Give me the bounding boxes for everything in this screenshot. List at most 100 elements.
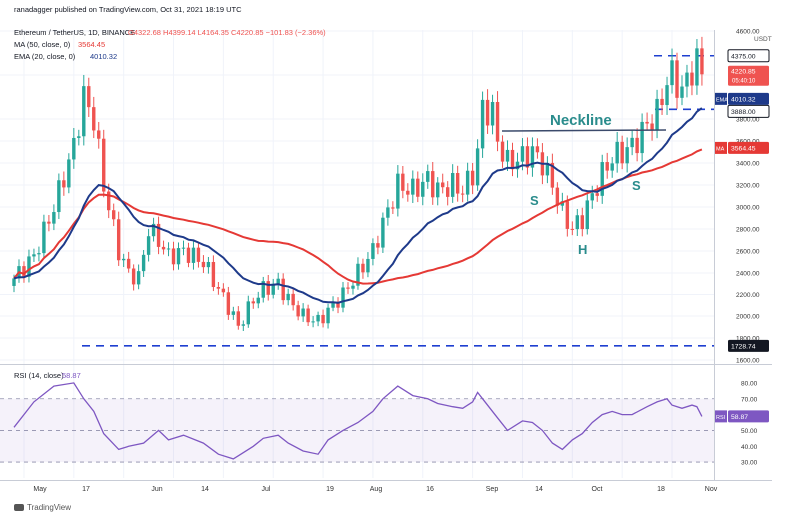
candle: [655, 89, 659, 139]
legend-rsi-value: 58.87: [62, 371, 81, 380]
candle-body: [181, 247, 186, 249]
candle-body: [326, 307, 330, 324]
time-tick: 19: [326, 486, 334, 493]
candle-body: [191, 247, 196, 263]
candle: [311, 316, 315, 328]
candle-body: [426, 171, 430, 182]
candle-body: [156, 223, 161, 247]
candle-body: [112, 210, 116, 220]
candle: [32, 248, 36, 262]
time-tick: 14: [201, 486, 209, 493]
candle-body: [116, 219, 121, 261]
candle-body: [565, 201, 570, 229]
currency-label: USDT: [754, 36, 772, 43]
candle-body: [256, 297, 260, 304]
candle: [42, 214, 46, 258]
candle-body: [645, 121, 649, 124]
candle-body: [391, 207, 395, 209]
candle-body: [675, 60, 679, 98]
time-tick: Oct: [592, 486, 603, 493]
last-price-box: [728, 65, 769, 86]
candle-body: [680, 86, 684, 98]
support-badge-text: 1728.74: [731, 343, 756, 350]
time-tick: Jun: [151, 486, 162, 493]
candle: [545, 156, 550, 184]
candle: [356, 257, 360, 290]
candle-body: [575, 215, 580, 230]
candle: [505, 140, 510, 171]
candle: [116, 211, 121, 266]
candle: [500, 135, 505, 168]
candle: [236, 306, 241, 330]
candle: [146, 228, 151, 262]
candle: [316, 311, 320, 327]
candle-body: [107, 191, 111, 211]
candle: [625, 137, 629, 173]
candle: [191, 240, 196, 270]
candle-body: [635, 137, 639, 154]
legend-ohlc: O4322.68 H4399.14 L4164.35 C4220.85 −101…: [128, 28, 326, 37]
grid: [0, 30, 714, 478]
candle: [196, 243, 201, 268]
candle-body: [490, 101, 495, 126]
candle: [660, 88, 664, 115]
candle: [211, 255, 216, 292]
candle: [77, 129, 81, 146]
candle-body: [296, 305, 300, 317]
candle: [411, 170, 415, 204]
candle: [695, 39, 699, 95]
candle-body: [301, 308, 305, 317]
candle-body: [161, 246, 166, 250]
candle-body: [266, 281, 270, 295]
candle-body: [346, 287, 350, 289]
candle: [416, 171, 420, 203]
candle-body: [311, 321, 315, 323]
ema-badge-tag-box: [715, 92, 727, 105]
candle-body: [700, 48, 704, 75]
candle: [645, 112, 649, 131]
candle: [261, 276, 265, 303]
candle: [47, 214, 51, 232]
candle: [495, 91, 500, 152]
candle-body: [361, 263, 365, 273]
candle-body: [695, 48, 699, 86]
candle: [201, 255, 206, 273]
watermark: TradingView: [14, 503, 71, 512]
price-tick: 1600.00: [736, 358, 760, 365]
rsi-badge-tag-box: [715, 410, 727, 423]
price-tick: 2400.00: [736, 271, 760, 278]
candle-body: [236, 311, 241, 326]
candle: [52, 204, 56, 231]
candle-body: [535, 146, 540, 153]
candle-body: [22, 266, 26, 277]
candle: [396, 165, 400, 217]
ema-badge-tag: EMA: [716, 97, 728, 103]
candle: [181, 240, 186, 256]
candle-body: [196, 247, 201, 262]
price-tick: 4600.00: [736, 29, 760, 36]
candle-body: [151, 223, 156, 237]
candle: [605, 152, 609, 179]
candle-body: [146, 236, 151, 255]
resistance-badge-text: 4375.00: [731, 53, 756, 60]
candle-body: [665, 85, 669, 106]
candle-body: [77, 136, 81, 138]
rsi-badge: 58.87 RSI: [715, 410, 769, 423]
candle-body: [386, 207, 390, 218]
candle: [266, 274, 270, 301]
price-tick: 1800.00: [736, 336, 760, 343]
candle-body: [87, 86, 91, 108]
candle: [650, 114, 654, 141]
candle-body: [121, 258, 126, 261]
ma-badge: 3564.45 MA: [715, 141, 769, 154]
candle-body: [650, 123, 654, 131]
candle-body: [620, 141, 624, 164]
support-badge-box: [728, 339, 769, 352]
time-tick: Jul: [262, 486, 271, 493]
candle-body: [630, 137, 634, 148]
candle: [690, 61, 694, 96]
candle-body: [221, 288, 226, 293]
time-tick: Nov: [705, 486, 718, 493]
candle: [680, 75, 684, 106]
